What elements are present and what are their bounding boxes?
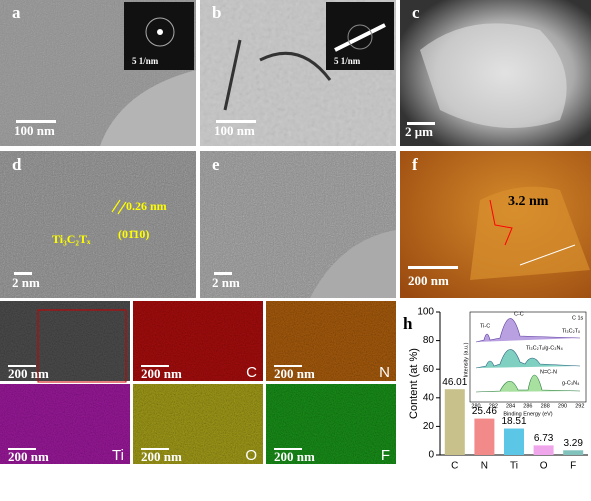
lattice-plane: (01̄10): [118, 227, 149, 241]
x-tick-label: O: [540, 461, 548, 472]
scale-bar: 200 nm: [274, 366, 315, 381]
element-label: N: [379, 364, 390, 381]
panel-label: f: [412, 155, 418, 174]
value-label: 25.46: [472, 406, 497, 417]
panel-f: f 3.2 nm 200 nm: [400, 151, 591, 298]
inset-curve: g-C₃N₄: [562, 380, 580, 386]
scale-bar: 2 nm: [12, 275, 40, 290]
scale-bar: 200 nm: [8, 366, 49, 381]
y-tick-label: 100: [417, 307, 434, 318]
inset-curve: Ti₃C₂Tₓ: [562, 328, 580, 334]
height-label: 3.2 nm: [508, 194, 549, 209]
scale-line: [274, 365, 302, 367]
inset-x-tick: 280: [471, 403, 480, 409]
element-label: C: [246, 364, 257, 381]
panel-label: b: [212, 3, 221, 22]
inset-x-tick: 288: [541, 403, 550, 409]
panel-label: c: [412, 3, 420, 22]
panel-h: h C 1s Ti₃C₂Tₓ Ti₃C₂Tₓ/g-C₃N₄ g-C₃N₄ Ti-…: [403, 307, 588, 472]
panel-a: a 5 1/nm 100 nm: [0, 0, 196, 146]
inset-x-tick: 290: [558, 403, 567, 409]
inset-curve: Ti₃C₂Tₓ/g-C₃N₄: [526, 345, 563, 351]
map-noise: [266, 301, 396, 381]
panel-b: b 5 1/nm 100 nm: [200, 0, 396, 146]
map-noise: [266, 384, 396, 464]
scale-bar: 200 nm: [274, 449, 315, 464]
y-axis-label: Content (at %): [408, 348, 420, 419]
scale-bar: 200 nm: [408, 273, 449, 288]
inset-scale: 5 1/nm: [334, 56, 361, 66]
scale-line: [8, 448, 36, 450]
x-tick-label: F: [570, 461, 576, 472]
inset-x-tick: 292: [575, 403, 584, 409]
lattice-spacing: 0.26 nm: [126, 199, 167, 213]
phase-label: Ti₃C₂Tₓ: [52, 232, 91, 246]
y-tick-label: 40: [423, 392, 435, 403]
inset-y-label: Intensity (a.u.): [463, 342, 469, 377]
scale-line: [8, 365, 36, 367]
bar: [563, 450, 584, 455]
inset-peak: C-C: [514, 311, 524, 317]
panel-label: a: [12, 3, 21, 22]
y-tick-label: 20: [423, 421, 435, 432]
scale-bar: 2 nm: [212, 275, 240, 290]
map-noise: [133, 384, 263, 464]
element-label: Ti: [112, 447, 124, 464]
value-label: 6.73: [534, 433, 554, 444]
bar: [504, 428, 524, 455]
scale-bar: 2 μm: [405, 124, 433, 139]
inset-peak: Ti-C: [480, 323, 490, 329]
x-tick-label: C: [451, 461, 458, 472]
roi-box: [37, 309, 127, 383]
y-tick-label: 60: [423, 364, 435, 375]
scale-bar: 200 nm: [141, 366, 182, 381]
inset-x-tick: 286: [523, 403, 532, 409]
y-tick-label: 0: [428, 450, 434, 461]
inset-x-label: Binding Energy (eV): [503, 411, 552, 417]
bar: [444, 389, 465, 455]
value-label: 3.29: [563, 438, 583, 449]
panel-e: e 2 nm: [200, 151, 396, 298]
scale-line: [141, 448, 169, 450]
element-label: O: [245, 447, 257, 464]
scale-line: [141, 365, 169, 367]
scale-bar: 100 nm: [14, 123, 55, 138]
panel-label: h: [403, 314, 413, 333]
map-noise: [0, 384, 130, 464]
inset-peak: N=C-N: [540, 369, 557, 375]
map-noise: [0, 301, 130, 381]
scale-line: [274, 448, 302, 450]
panel-d: d 0.26 nm (01̄10) Ti₃C₂Tₓ 2 nm: [0, 151, 196, 298]
value-label: 46.01: [442, 377, 467, 388]
x-tick-label: Ti: [510, 461, 518, 472]
scale-bar: 100 nm: [214, 123, 255, 138]
inset-scale: 5 1/nm: [132, 56, 159, 66]
panel-label: d: [12, 155, 22, 174]
y-tick-label: 80: [423, 335, 435, 346]
value-label: 18.51: [501, 416, 526, 427]
panel-c: c 2 μm: [400, 0, 591, 146]
inset-x-tick: 282: [489, 403, 498, 409]
bar: [533, 445, 554, 455]
scale-bar: 200 nm: [141, 449, 182, 464]
inset-x-tick: 284: [506, 403, 515, 409]
x-tick-label: N: [481, 461, 488, 472]
panel-label: e: [212, 155, 220, 174]
bar: [474, 418, 495, 455]
element-label: F: [381, 447, 390, 464]
inset-title: C 1s: [572, 315, 584, 321]
scale-bar: 200 nm: [8, 449, 49, 464]
map-noise: [133, 301, 263, 381]
